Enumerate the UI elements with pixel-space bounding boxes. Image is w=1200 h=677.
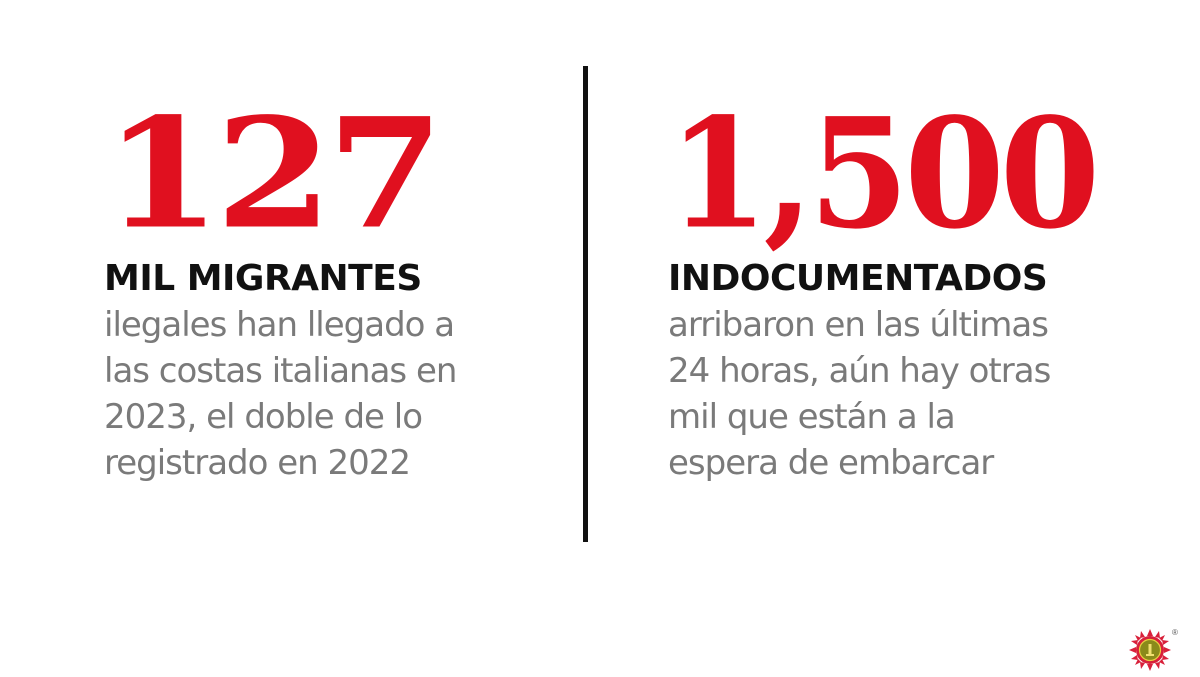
right-stat-line: 24 horas, aún hay otras xyxy=(668,351,1051,391)
right-stat-headline: INDOCUMENTADOS xyxy=(668,258,1048,299)
sun-emblem-icon xyxy=(1128,628,1172,672)
left-stat-line: 2023, el doble de lo xyxy=(104,397,423,437)
vertical-divider xyxy=(583,66,588,542)
left-stat-number: 127 xyxy=(104,83,444,263)
left-stat-line: ilegales han llegado a xyxy=(104,305,455,345)
right-stat-line: mil que están a la xyxy=(668,397,956,437)
left-stat-line: registrado en 2022 xyxy=(104,443,411,483)
left-stat-headline: MIL MIGRANTES xyxy=(104,258,422,299)
right-stat-line: espera de embarcar xyxy=(668,443,994,483)
left-stat-line: las costas italianas en xyxy=(104,351,457,391)
right-stat-number: 1,500 xyxy=(668,83,1100,263)
right-stat-description: arribaron en las últimas 24 horas, aún h… xyxy=(668,302,1051,486)
registered-mark: ® xyxy=(1172,628,1178,637)
left-stat-description: ilegales han llegado a las costas italia… xyxy=(104,302,457,486)
right-stat-line: arribaron en las últimas xyxy=(668,305,1049,345)
